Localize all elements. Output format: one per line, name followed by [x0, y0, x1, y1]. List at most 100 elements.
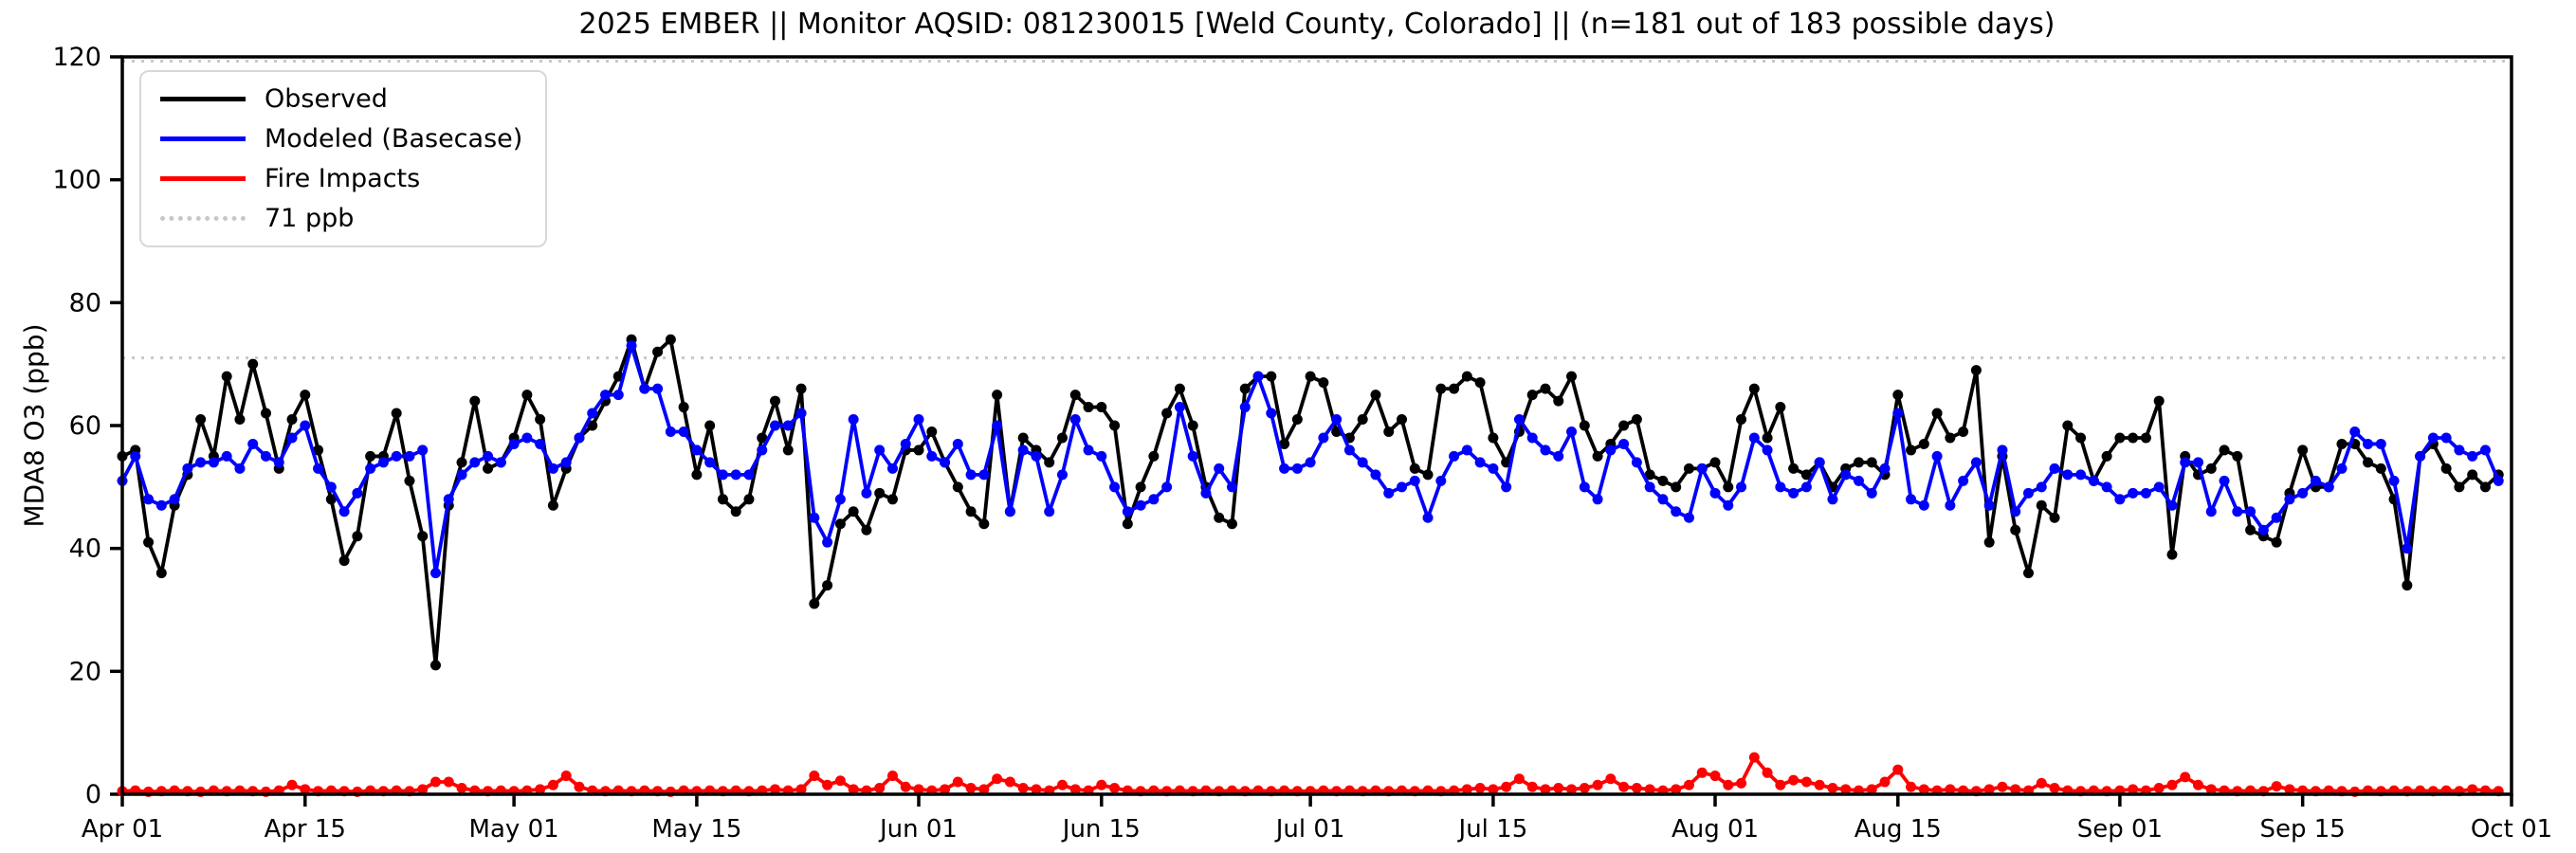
data-point: [1017, 432, 1029, 444]
data-point: [429, 776, 441, 788]
data-point: [273, 457, 284, 468]
data-point: [2153, 395, 2165, 407]
data-point: [2022, 568, 2034, 579]
data-point: [2022, 487, 2034, 499]
data-point: [1945, 432, 1956, 444]
data-point: [2166, 779, 2178, 790]
data-point: [2297, 487, 2309, 499]
data-point: [1866, 457, 1877, 468]
data-point: [1291, 463, 1303, 474]
data-point: [1266, 371, 1277, 382]
data-point: [2219, 475, 2230, 486]
data-point: [1879, 463, 1891, 474]
data-point: [1553, 783, 1564, 794]
data-point: [1357, 414, 1368, 426]
data-point: [1056, 469, 1068, 481]
data-point: [1879, 776, 1891, 788]
data-point: [1540, 784, 1551, 795]
data-point: [848, 784, 859, 795]
data-point: [2336, 438, 2348, 449]
data-point: [2284, 494, 2295, 505]
data-point: [704, 457, 716, 468]
data-point: [1997, 445, 2008, 456]
legend-item-fire: Fire Impacts: [160, 163, 522, 194]
data-point: [182, 463, 193, 474]
data-point: [1983, 499, 1995, 511]
data-point: [2062, 469, 2074, 481]
data-point: [1004, 776, 1015, 788]
data-point: [2205, 506, 2217, 517]
data-point: [2010, 506, 2021, 517]
data-point: [2467, 450, 2478, 462]
data-point: [1931, 408, 1943, 419]
data-point: [2271, 781, 2282, 792]
data-point: [1461, 784, 1472, 795]
data-point: [587, 408, 598, 419]
data-point: [2440, 432, 2452, 444]
data-point: [1970, 365, 1982, 376]
data-point: [1631, 457, 1642, 468]
data-point: [1501, 781, 1512, 792]
data-point: [1069, 784, 1081, 795]
data-point: [834, 494, 846, 505]
legend-label-modeled: Modeled (Basecase): [265, 124, 523, 154]
data-point: [1291, 414, 1303, 426]
data-point: [1918, 438, 1929, 449]
x-tick-label: Jun 01: [878, 815, 958, 844]
data-point: [965, 469, 977, 481]
data-point: [483, 463, 494, 474]
data-point: [1605, 445, 1617, 456]
data-point: [834, 518, 846, 530]
data-point: [2166, 499, 2178, 511]
data-point: [926, 450, 938, 462]
data-point: [1474, 783, 1486, 794]
data-point: [247, 358, 259, 370]
data-point: [1788, 487, 1800, 499]
data-point: [1096, 779, 1107, 790]
data-point: [456, 469, 467, 481]
data-point: [2427, 432, 2439, 444]
data-point: [1461, 445, 1472, 456]
data-point: [2088, 475, 2099, 486]
data-point: [1488, 784, 1499, 795]
data-point: [1579, 783, 1590, 794]
data-point: [1422, 469, 1434, 481]
data-point: [809, 598, 820, 609]
observed-line-swatch: [160, 97, 246, 101]
data-point: [1397, 414, 1408, 426]
data-point: [1618, 420, 1630, 431]
data-point: [1148, 450, 1160, 462]
data-point: [1488, 463, 1499, 474]
data-point: [2440, 463, 2452, 474]
data-point: [2075, 469, 2087, 481]
data-point: [352, 487, 363, 499]
data-point: [1279, 463, 1290, 474]
data-point: [886, 494, 898, 505]
data-point: [1397, 481, 1408, 493]
data-point: [2166, 549, 2178, 560]
data-point: [704, 420, 716, 431]
data-point: [1096, 450, 1107, 462]
data-point: [1906, 494, 1917, 505]
data-point: [1553, 395, 1564, 407]
data-point: [848, 506, 859, 517]
data-point: [1370, 390, 1381, 401]
data-point: [1723, 481, 1734, 493]
data-point: [417, 445, 429, 456]
data-point: [2180, 771, 2191, 783]
x-tick-label: Apr 15: [265, 815, 346, 844]
data-point: [1135, 481, 1146, 493]
x-tick-label: Jul 15: [1457, 815, 1528, 844]
data-point: [757, 432, 768, 444]
y-tick-label: 0: [85, 780, 101, 809]
data-point: [1331, 414, 1343, 426]
data-point: [404, 475, 415, 486]
data-point: [782, 445, 794, 456]
data-point: [2010, 524, 2021, 535]
data-point: [965, 783, 977, 794]
data-point: [717, 469, 728, 481]
data-point: [1918, 784, 1929, 795]
data-point: [1827, 494, 1838, 505]
data-point: [2219, 445, 2230, 456]
